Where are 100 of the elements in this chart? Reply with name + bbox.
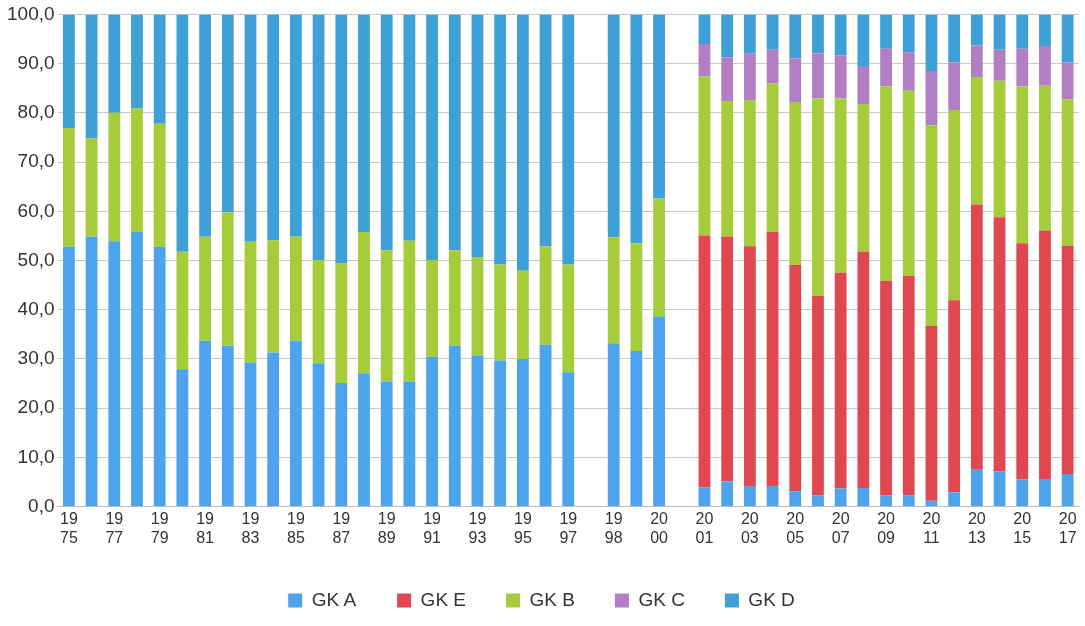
bar xyxy=(789,58,802,103)
legend-label: GK A xyxy=(311,588,357,610)
bar xyxy=(721,236,734,482)
bar xyxy=(85,236,98,507)
bar xyxy=(766,49,779,84)
bar xyxy=(698,235,711,488)
bar xyxy=(312,363,325,507)
bar xyxy=(789,102,802,265)
bar xyxy=(1061,99,1074,246)
bar xyxy=(948,109,961,301)
bar xyxy=(176,369,189,507)
bar xyxy=(471,355,484,507)
bar xyxy=(607,343,620,507)
bar xyxy=(403,381,416,507)
bar xyxy=(698,14,711,44)
x-tick-label: 1998 xyxy=(604,509,623,546)
x-tick-label: 2000 xyxy=(650,509,669,546)
bar xyxy=(789,14,802,59)
bar xyxy=(153,123,166,247)
bar xyxy=(902,90,915,276)
bar xyxy=(221,14,234,213)
bar xyxy=(993,80,1006,218)
bar xyxy=(1016,243,1029,480)
bar xyxy=(380,381,393,507)
bar xyxy=(834,98,847,273)
bar xyxy=(108,112,121,242)
bar xyxy=(176,251,189,370)
bar xyxy=(1039,14,1051,46)
bar xyxy=(221,345,234,507)
bar xyxy=(85,14,98,139)
y-tick-label: 50,0 xyxy=(17,248,55,270)
bar xyxy=(289,340,302,507)
bar xyxy=(1039,479,1051,507)
bar xyxy=(267,240,280,353)
bar xyxy=(1016,48,1029,87)
x-tick-label: 1981 xyxy=(196,509,215,546)
bar xyxy=(970,204,983,470)
bar xyxy=(743,53,756,101)
bar xyxy=(448,345,461,507)
bar xyxy=(244,362,257,507)
bar xyxy=(948,62,961,110)
bar xyxy=(221,212,234,346)
bar xyxy=(267,14,280,241)
y-tick-label: 60,0 xyxy=(17,199,55,221)
x-tick-label: 2003 xyxy=(740,509,759,546)
bar xyxy=(653,198,665,317)
bar xyxy=(85,138,98,237)
bar xyxy=(948,14,961,63)
bar xyxy=(993,217,1006,472)
bar xyxy=(880,14,892,49)
bar xyxy=(1061,62,1074,100)
bar xyxy=(721,481,734,507)
bar xyxy=(834,14,847,56)
bar xyxy=(380,14,393,251)
bar xyxy=(1061,14,1074,63)
bar xyxy=(403,14,416,241)
bar xyxy=(607,237,620,344)
bar xyxy=(335,14,348,264)
x-tick-label: 1997 xyxy=(559,509,578,546)
legend-label: GK D xyxy=(748,588,795,610)
bar xyxy=(289,14,302,237)
x-tick-label: 2017 xyxy=(1058,509,1077,546)
bar xyxy=(766,14,779,50)
bar xyxy=(834,55,847,99)
x-tick-label: 1977 xyxy=(105,509,124,546)
x-tick-label: 2009 xyxy=(877,509,896,546)
y-tick-label: 80,0 xyxy=(17,101,55,123)
bar xyxy=(812,495,824,507)
x-tick-label: 2013 xyxy=(967,509,986,546)
x-tick-label: 2007 xyxy=(831,509,850,546)
legend-label: GK C xyxy=(638,588,685,610)
y-tick-label: 30,0 xyxy=(17,347,55,369)
bar xyxy=(1039,85,1051,231)
bar xyxy=(789,491,802,507)
bar xyxy=(335,263,348,384)
x-tick-label: 1985 xyxy=(286,509,305,546)
bar xyxy=(62,128,75,247)
y-tick-label: 20,0 xyxy=(17,396,55,418)
x-tick-label: 1983 xyxy=(241,509,260,546)
legend-label: GK E xyxy=(420,588,466,610)
bar xyxy=(131,231,143,507)
bar xyxy=(812,14,824,54)
bar xyxy=(199,340,211,507)
x-tick-label: 1987 xyxy=(332,509,351,546)
bar xyxy=(562,264,575,373)
x-tick-label: 1979 xyxy=(150,509,169,546)
bar xyxy=(698,487,711,507)
bar xyxy=(743,14,756,54)
bar xyxy=(153,246,166,507)
bar xyxy=(925,325,938,501)
bar xyxy=(698,43,711,77)
bar xyxy=(199,236,211,341)
bar xyxy=(516,270,529,359)
bar xyxy=(426,260,438,357)
bar xyxy=(448,250,461,346)
bar xyxy=(880,86,892,281)
y-tick-label: 10,0 xyxy=(17,445,55,467)
legend-label: GK B xyxy=(529,588,575,610)
bar xyxy=(653,316,665,507)
bar xyxy=(426,14,438,261)
